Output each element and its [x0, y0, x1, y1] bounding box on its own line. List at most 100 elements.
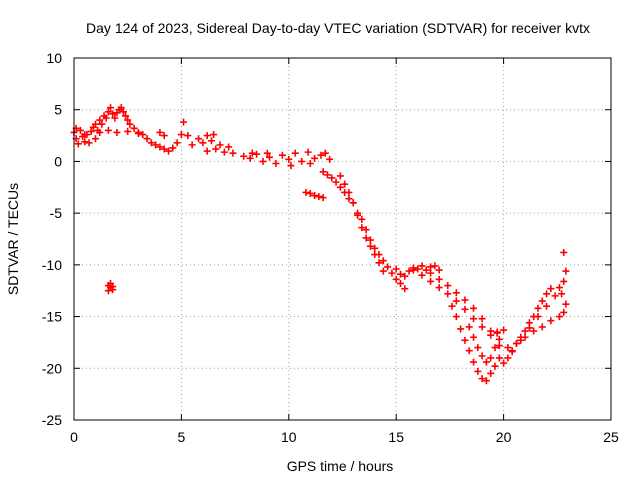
- data-point: [521, 333, 529, 341]
- data-point: [319, 194, 327, 202]
- y-tick-label: -10: [42, 257, 62, 273]
- data-point: [332, 178, 340, 186]
- data-point: [173, 139, 181, 147]
- x-tick-label: 0: [70, 429, 78, 445]
- data-point: [336, 172, 344, 180]
- data-point: [246, 154, 254, 162]
- data-point: [169, 144, 177, 152]
- data-point: [495, 335, 503, 343]
- data-point: [452, 297, 460, 305]
- data-point: [474, 367, 482, 375]
- data-point: [253, 150, 261, 158]
- data-point: [160, 145, 168, 153]
- data-point: [326, 155, 334, 163]
- data-point: [512, 339, 520, 347]
- data-point: [91, 120, 99, 128]
- data-point: [487, 354, 495, 362]
- data-point: [482, 358, 490, 366]
- data-point: [147, 139, 155, 147]
- data-point: [375, 259, 383, 267]
- data-point: [265, 153, 273, 161]
- data-point: [495, 354, 503, 362]
- data-point: [530, 327, 538, 335]
- data-point: [422, 266, 430, 274]
- y-tick-label: 10: [46, 50, 62, 66]
- data-point: [418, 271, 426, 279]
- data-point: [392, 275, 400, 283]
- data-point: [562, 300, 570, 308]
- data-point: [452, 289, 460, 297]
- data-point: [113, 128, 121, 136]
- data-point: [470, 333, 478, 341]
- data-point: [405, 267, 413, 275]
- data-point: [96, 116, 104, 124]
- data-point: [354, 211, 362, 219]
- data-point: [336, 183, 344, 191]
- data-point: [508, 348, 516, 356]
- data-point: [126, 120, 134, 128]
- data-point: [396, 270, 404, 278]
- data-point: [156, 128, 164, 136]
- data-point: [470, 304, 478, 312]
- data-point: [543, 290, 551, 298]
- data-point: [122, 112, 130, 120]
- data-point: [220, 148, 228, 156]
- data-point: [248, 149, 256, 157]
- data-point: [435, 284, 443, 292]
- x-tick-label: 15: [388, 429, 404, 445]
- data-point: [431, 262, 439, 270]
- data-point: [491, 362, 499, 370]
- data-point: [461, 296, 469, 304]
- data-point: [212, 145, 220, 153]
- data-point: [558, 290, 566, 298]
- data-point: [500, 359, 508, 367]
- data-point: [323, 171, 331, 179]
- data-point: [427, 269, 435, 277]
- data-point: [304, 148, 312, 156]
- data-point: [317, 151, 325, 159]
- data-point: [366, 242, 374, 250]
- x-tick-label: 5: [178, 429, 186, 445]
- data-point: [104, 126, 112, 134]
- data-point: [130, 124, 138, 132]
- data-point: [435, 275, 443, 283]
- data-point: [263, 149, 271, 157]
- data-point: [478, 323, 486, 331]
- data-point: [547, 285, 555, 293]
- data-point: [493, 329, 501, 337]
- data-point: [188, 141, 196, 149]
- data-point: [203, 147, 211, 155]
- data-point: [487, 327, 495, 335]
- y-tick-label: 0: [54, 153, 62, 169]
- data-point: [470, 358, 478, 366]
- data-point: [306, 159, 314, 167]
- data-point: [401, 272, 409, 280]
- data-point: [319, 168, 327, 176]
- data-point: [109, 110, 117, 118]
- data-point: [384, 263, 392, 271]
- data-point: [478, 315, 486, 323]
- data-point: [349, 199, 357, 207]
- data-point: [104, 287, 112, 295]
- y-tick-label: -25: [42, 412, 62, 428]
- data-point: [534, 304, 542, 312]
- data-point: [156, 143, 164, 151]
- data-point: [216, 141, 224, 149]
- data-point: [388, 269, 396, 277]
- y-axis-label: SDTVAR / TECUs: [5, 183, 21, 295]
- x-tick-label: 10: [281, 429, 297, 445]
- data-point: [104, 108, 112, 116]
- chart-title: Day 124 of 2023, Sidereal Day-to-day VTE…: [86, 20, 590, 36]
- data-point: [321, 149, 329, 157]
- data-point: [91, 135, 99, 143]
- data-point: [358, 224, 366, 232]
- axis-ticks: 0 5 10 15 20 25 -25 -20 -15 -10 -5 0 5 10: [42, 50, 619, 445]
- data-point: [109, 283, 117, 291]
- data-point: [74, 140, 82, 148]
- data-point: [478, 375, 486, 383]
- data-point: [134, 130, 142, 138]
- data-point: [328, 174, 336, 182]
- data-point: [124, 116, 132, 124]
- data-point: [504, 344, 512, 352]
